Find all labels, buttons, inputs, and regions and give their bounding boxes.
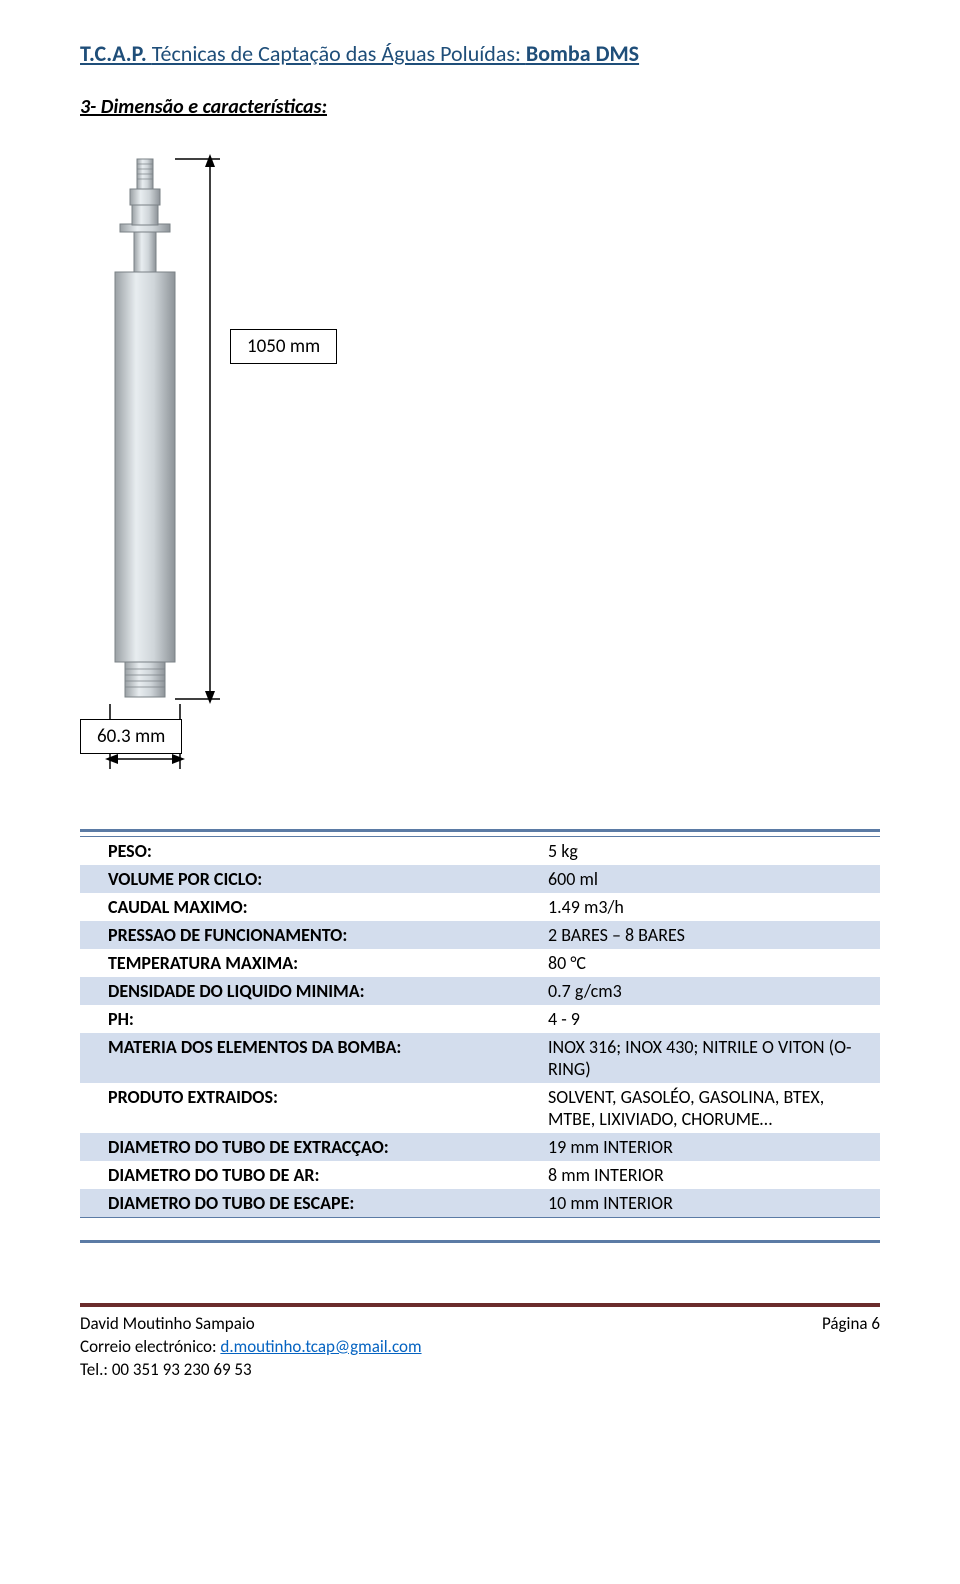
spec-label: DIAMETRO DO TUBO DE ESCAPE: bbox=[80, 1189, 520, 1218]
table-row: PESO:5 kg bbox=[80, 837, 880, 866]
spec-label: TEMPERATURA MAXIMA: bbox=[80, 949, 520, 977]
spec-label: MATERIA DOS ELEMENTOS DA BOMBA: bbox=[80, 1033, 520, 1083]
footer-email-line: Correio electrónico: d.moutinho.tcap@gma… bbox=[80, 1336, 422, 1359]
spec-label: VOLUME POR CICLO: bbox=[80, 865, 520, 893]
spec-value: 4 - 9 bbox=[520, 1005, 880, 1033]
title-mid: Técnicas de Captação das Águas Poluídas: bbox=[152, 40, 526, 67]
footer-email-link[interactable]: d.moutinho.tcap@gmail.com bbox=[220, 1336, 421, 1357]
spec-value: 8 mm INTERIOR bbox=[520, 1161, 880, 1189]
spec-value: SOLVENT, GASOLÉO, GASOLINA, BTEX, MTBE, … bbox=[520, 1083, 880, 1133]
footer-author: David Moutinho Sampaio bbox=[80, 1313, 422, 1336]
spec-value: INOX 316; INOX 430; NITRILE O VITON (O-R… bbox=[520, 1033, 880, 1083]
footer-divider bbox=[80, 1303, 880, 1307]
page-title: T.C.A.P. Técnicas de Captação das Águas … bbox=[80, 40, 880, 67]
spec-value: 2 BARES – 8 BARES bbox=[520, 921, 880, 949]
width-label: 60.3 mm bbox=[80, 719, 182, 754]
pump-illustration-icon bbox=[90, 139, 240, 779]
table-row: DENSIDADE DO LIQUIDO MINIMA:0.7 g/cm3 bbox=[80, 977, 880, 1005]
spec-table: PESO:5 kgVOLUME POR CICLO:600 mlCAUDAL M… bbox=[80, 829, 880, 1243]
title-bold: Bomba DMS bbox=[526, 40, 639, 67]
footer-tel: Tel.: 00 351 93 230 69 53 bbox=[80, 1359, 422, 1382]
table-row: VOLUME POR CICLO:600 ml bbox=[80, 865, 880, 893]
footer-left: David Moutinho Sampaio Correio electróni… bbox=[80, 1313, 422, 1382]
table-row: CAUDAL MAXIMO:1.49 m3/h bbox=[80, 893, 880, 921]
table-row: TEMPERATURA MAXIMA:80 °C bbox=[80, 949, 880, 977]
section-title: 3- Dimensão e características: bbox=[80, 95, 880, 119]
table-row: DIAMETRO DO TUBO DE AR:8 mm INTERIOR bbox=[80, 1161, 880, 1189]
length-label: 1050 mm bbox=[230, 329, 337, 364]
page-footer: David Moutinho Sampaio Correio electróni… bbox=[80, 1303, 880, 1382]
spec-value: 19 mm INTERIOR bbox=[520, 1133, 880, 1161]
spec-label: PRESSAO DE FUNCIONAMENTO: bbox=[80, 921, 520, 949]
spec-label: PH: bbox=[80, 1005, 520, 1033]
spec-value: 10 mm INTERIOR bbox=[520, 1189, 880, 1218]
table-row: PH:4 - 9 bbox=[80, 1005, 880, 1033]
footer-page-number: Página 6 bbox=[822, 1313, 880, 1382]
table-row: DIAMETRO DO TUBO DE EXTRACÇAO:19 mm INTE… bbox=[80, 1133, 880, 1161]
spec-value: 0.7 g/cm3 bbox=[520, 977, 880, 1005]
table-row: PRODUTO EXTRAIDOS:SOLVENT, GASOLÉO, GASO… bbox=[80, 1083, 880, 1133]
spec-value: 5 kg bbox=[520, 837, 880, 866]
spec-value: 80 °C bbox=[520, 949, 880, 977]
spec-value: 1.49 m3/h bbox=[520, 893, 880, 921]
spec-label: DIAMETRO DO TUBO DE AR: bbox=[80, 1161, 520, 1189]
footer-email-label: Correio electrónico: bbox=[80, 1336, 220, 1357]
table-row: MATERIA DOS ELEMENTOS DA BOMBA:INOX 316;… bbox=[80, 1033, 880, 1083]
spec-label: DENSIDADE DO LIQUIDO MINIMA: bbox=[80, 977, 520, 1005]
spec-label: PESO: bbox=[80, 837, 520, 866]
pump-diagram: 1050 mm 60.3 mm bbox=[80, 139, 880, 799]
spec-value: 600 ml bbox=[520, 865, 880, 893]
table-row: PRESSAO DE FUNCIONAMENTO:2 BARES – 8 BAR… bbox=[80, 921, 880, 949]
spec-label: CAUDAL MAXIMO: bbox=[80, 893, 520, 921]
table-row: DIAMETRO DO TUBO DE ESCAPE:10 mm INTERIO… bbox=[80, 1189, 880, 1218]
spec-label: DIAMETRO DO TUBO DE EXTRACÇAO: bbox=[80, 1133, 520, 1161]
spec-label: PRODUTO EXTRAIDOS: bbox=[80, 1083, 520, 1133]
title-prefix: T.C.A.P. bbox=[80, 40, 152, 67]
